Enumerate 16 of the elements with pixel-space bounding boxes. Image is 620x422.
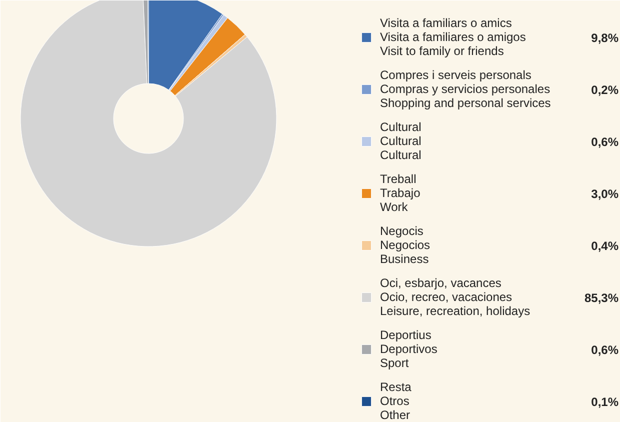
legend-label: Compres i serveis personals Compras y servicios personales Shopping and personal services bbox=[380, 68, 551, 110]
data-label: 85,3% bbox=[584, 291, 619, 305]
legend-label: Cultural Cultural Cultural bbox=[380, 120, 422, 162]
data-label: 0,1% bbox=[591, 395, 619, 409]
data-label: 9,8% bbox=[591, 31, 619, 45]
legend-label: Resta Otros Other bbox=[380, 380, 412, 422]
data-label: 0,2% bbox=[591, 83, 619, 97]
legend-label: Oci, esbarjo, vacances Ocio, recreo, vacaciones Leisure, recreation, holidays bbox=[380, 276, 530, 318]
data-label: 0,6% bbox=[591, 343, 619, 357]
legend-label: Deportius Deportivos Sport bbox=[380, 328, 438, 370]
data-label: 3,0% bbox=[591, 187, 619, 201]
data-label: 0,4% bbox=[591, 239, 619, 253]
legend-label: Treball Trabajo Work bbox=[380, 172, 420, 214]
legend-label: Negocis Negocios Business bbox=[380, 224, 430, 266]
data-label: 0,6% bbox=[591, 135, 619, 149]
legend-label: Visita a familiars o amics Visita a familiares o amigos Visit to family or friends bbox=[380, 16, 526, 58]
